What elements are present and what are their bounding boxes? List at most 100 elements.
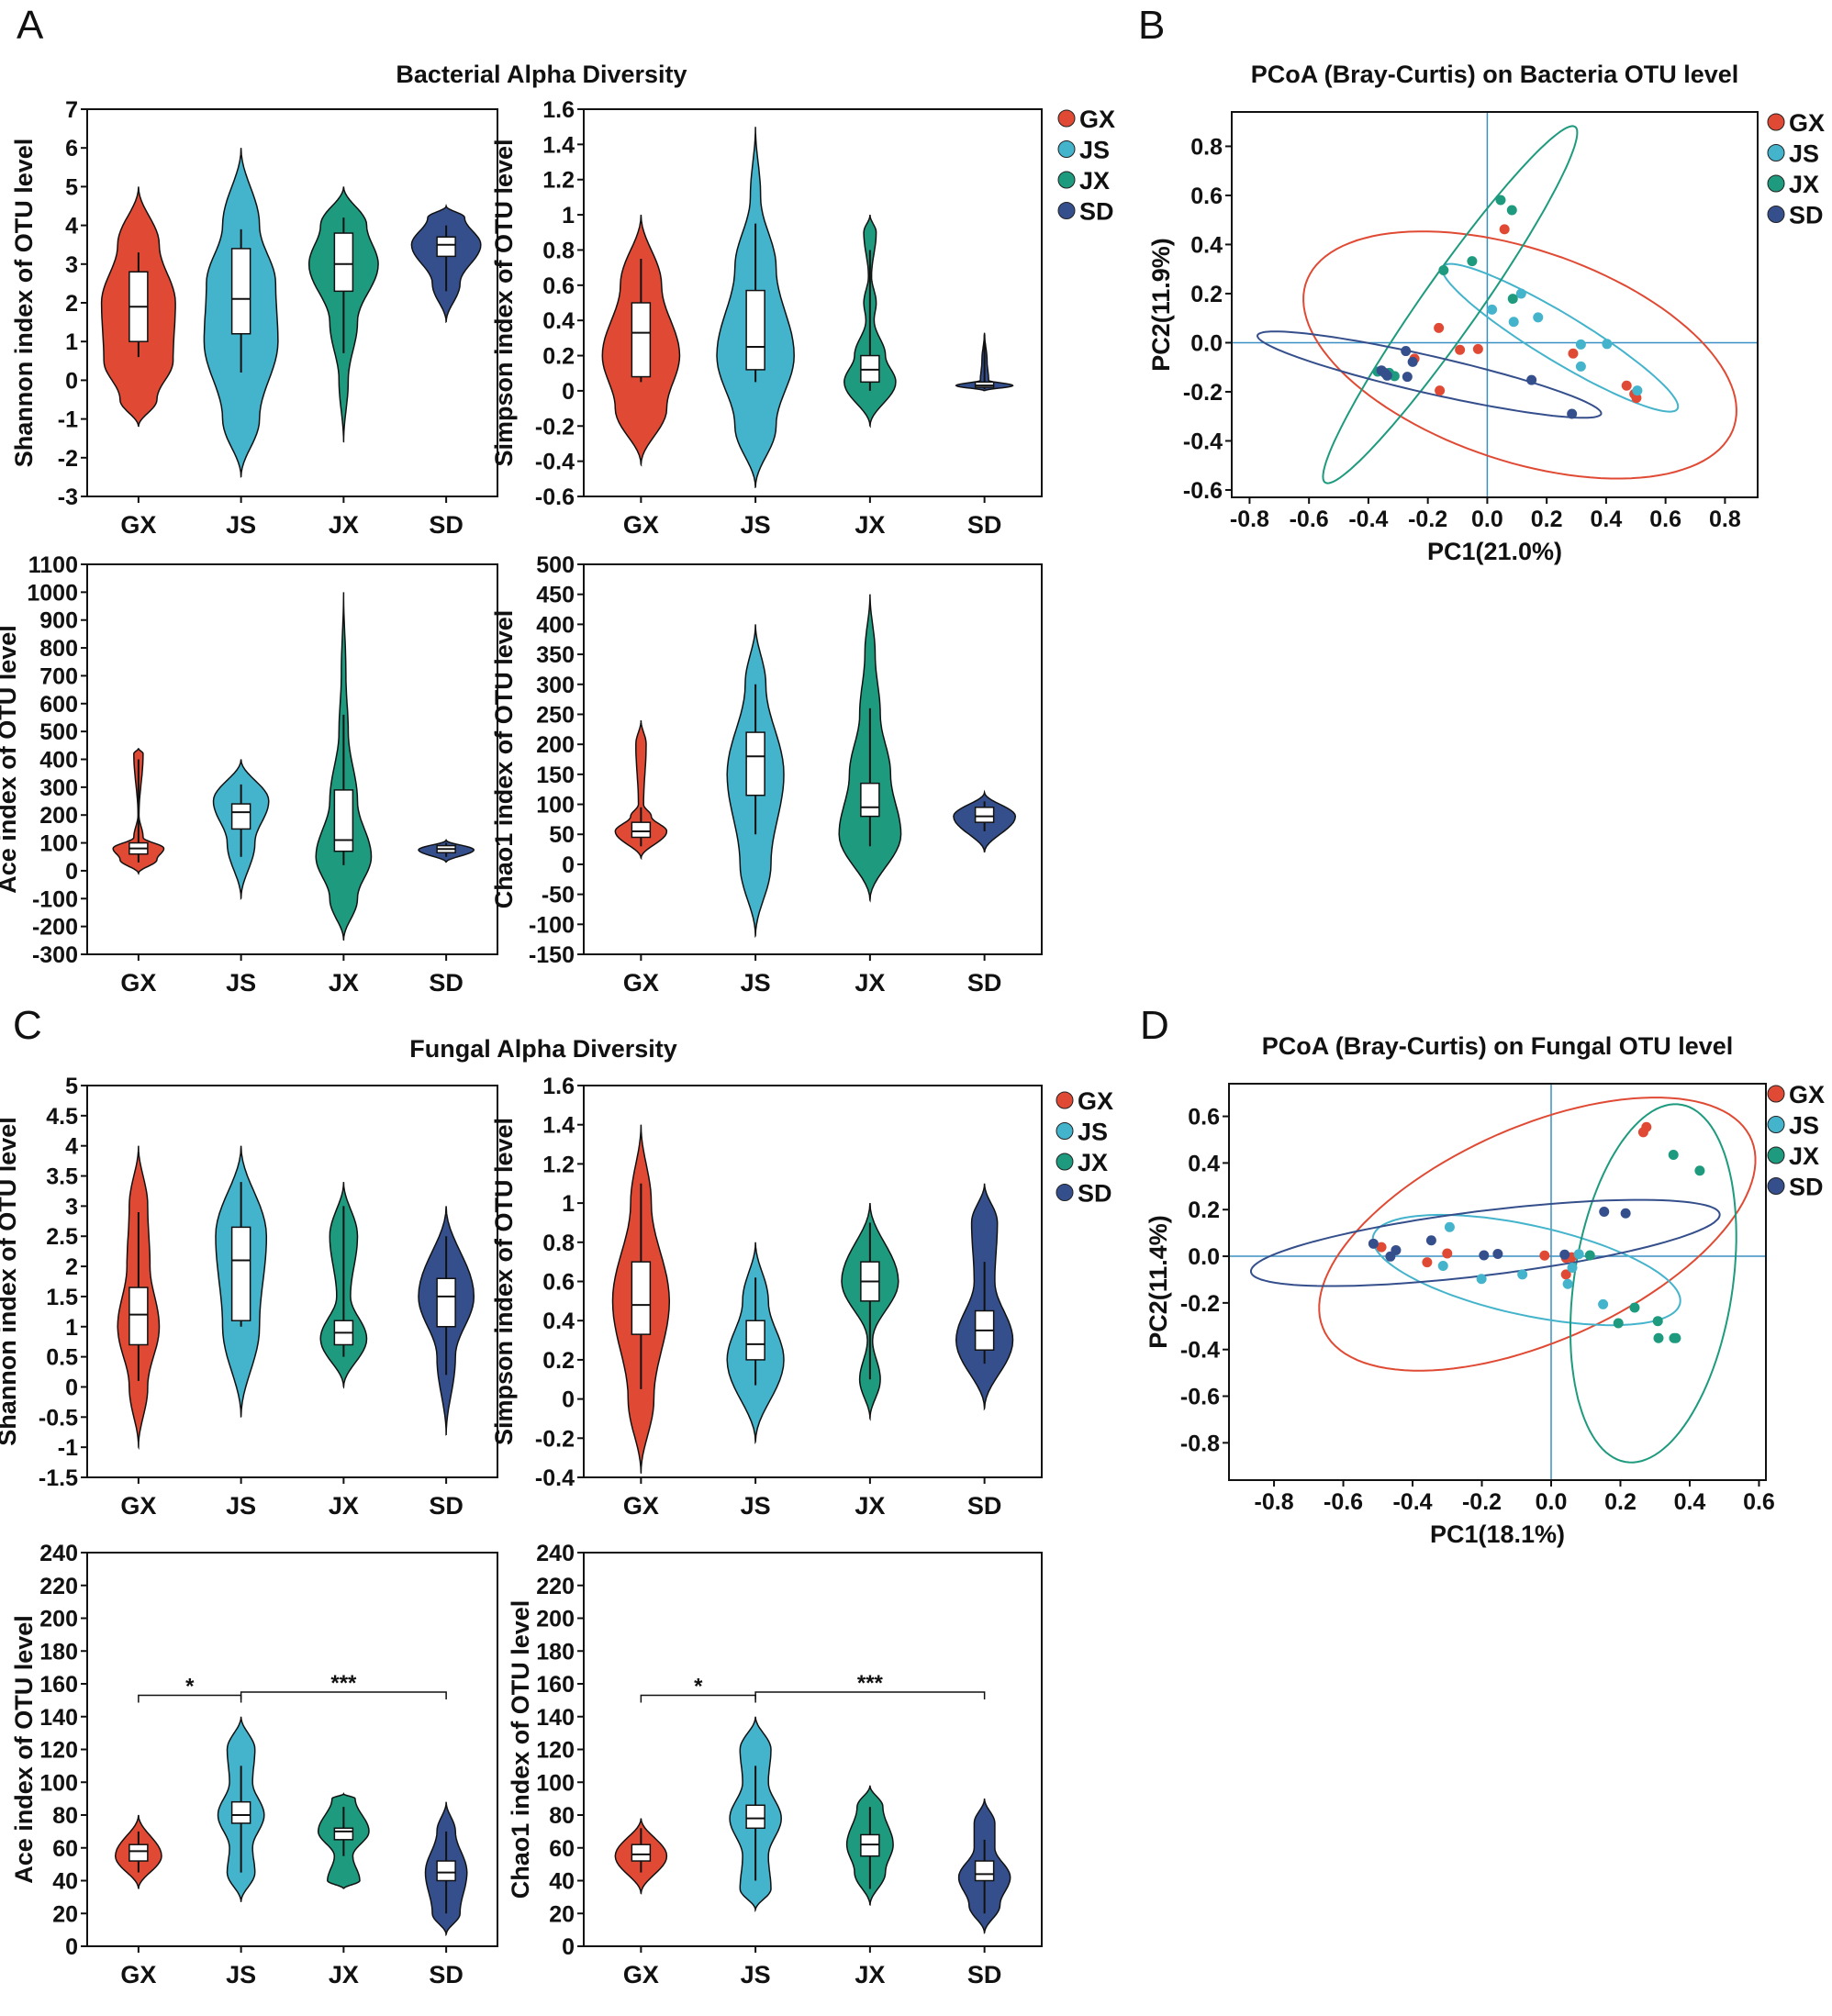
x-tick-label: -0.2 (1408, 507, 1447, 532)
y-tick-label: 0.2 (1190, 282, 1223, 307)
y-tick-label: 3 (65, 1194, 78, 1220)
pcoa-chart-b: PCoA (Bray-Curtis) on Bacteria OTU level… (1147, 61, 1759, 565)
y-tick-label: -0.2 (1183, 380, 1223, 406)
legend-dot-gx (1057, 109, 1076, 128)
y-tick-label: 0 (65, 1375, 78, 1400)
y-tick-label: -100 (529, 912, 575, 938)
category-label: JX (329, 1492, 359, 1520)
x-tick-label: -0.6 (1290, 507, 1329, 532)
violin-chart-a1: GX JS JX SD -3 -2 -1 0 1 2 3 4 5 6 7 Shannon index of O… (10, 97, 498, 539)
confidence-ellipse-gx (1302, 230, 1737, 480)
plot-frame (583, 108, 1043, 497)
data-point-jx (1670, 1332, 1681, 1343)
legend-bacterial-alpha: GX JS JX SD (1057, 106, 1115, 226)
category-label: JS (226, 1961, 256, 1988)
y-tick-label: -0.4 (535, 450, 575, 475)
box-sd (436, 1860, 456, 1882)
data-point-gx (1422, 1257, 1433, 1268)
y-tick-label: 200 (39, 803, 78, 829)
legend-label-gx: GX (1078, 1087, 1113, 1115)
legend-pcoa-bacteria: GX JS JX SD (1767, 109, 1825, 229)
y-tick-label: 150 (536, 763, 575, 788)
y-tick-label: 160 (536, 1672, 575, 1698)
data-point-gx (1621, 380, 1632, 391)
data-point-js (1487, 304, 1498, 315)
y-tick-label: 600 (39, 692, 78, 718)
box-gx (128, 1843, 149, 1862)
legend-dot-jx (1056, 1153, 1074, 1171)
y-tick-label: 0.2 (542, 344, 575, 370)
category-label: GX (120, 1492, 156, 1520)
confidence-ellipse-sd (1249, 1198, 1721, 1287)
y-tick-label: 200 (536, 1607, 575, 1632)
data-point-jx (1467, 256, 1478, 267)
data-point-gx (1455, 344, 1466, 355)
box-js (230, 248, 251, 335)
y-tick-label: 0 (562, 1387, 575, 1413)
significance-label: * (694, 1675, 703, 1699)
category-label: JX (855, 1961, 885, 1988)
significance-bracket (754, 1691, 986, 1699)
y-tick-label: 1 (65, 329, 78, 355)
y-tick-label: -0.2 (535, 414, 575, 440)
y-tick-label: 200 (536, 732, 575, 758)
legend-dot-gx (1767, 1085, 1785, 1103)
x-tick-label: 0.6 (1649, 507, 1681, 532)
legend-dot-js (1767, 144, 1785, 162)
data-point-js (1476, 1274, 1487, 1285)
data-point-jx (1438, 265, 1449, 276)
panel-letter-c: C (13, 1003, 42, 1048)
y-axis-label: PC2(11.9%) (1147, 238, 1175, 372)
y-tick-label: 700 (39, 663, 78, 689)
confidence-ellipse-jx (1322, 125, 1579, 485)
category-label: JX (329, 511, 359, 539)
x-tick-label: -0.2 (1462, 1489, 1502, 1515)
y-tick-label: 100 (39, 1770, 78, 1796)
data-point-js (1632, 385, 1643, 396)
y-tick-label: 100 (536, 1770, 575, 1796)
data-point-js (1533, 312, 1544, 323)
category-label: JS (226, 969, 256, 997)
y-axis-label: Simpson index of OTU level (490, 1118, 518, 1445)
pcoa-title: PCoA (Bray-Curtis) on Fungal OTU level (1262, 1032, 1734, 1060)
y-tick-label: -0.4 (1183, 429, 1223, 454)
pcoa-title: PCoA (Bray-Curtis) on Bacteria OTU level (1251, 61, 1739, 88)
category-label: JS (226, 511, 256, 539)
category-label: GX (120, 1961, 156, 1988)
category-label: GX (623, 1492, 659, 1520)
y-tick-label: 220 (39, 1574, 78, 1599)
confidence-ellipse-jx (1569, 1103, 1737, 1464)
y-tick-label: 500 (39, 719, 78, 745)
box-js (745, 1804, 765, 1830)
y-tick-label: -1.5 (39, 1465, 78, 1491)
legend-label-sd: SD (1789, 202, 1824, 229)
y-tick-label: 0 (562, 852, 575, 878)
category-label: JX (329, 969, 359, 997)
data-point-js (1567, 1262, 1578, 1273)
box-gx (128, 1286, 149, 1346)
data-point-jx (1653, 1332, 1664, 1343)
legend-label-sd: SD (1079, 198, 1114, 226)
data-point-js (1575, 339, 1586, 350)
data-point-js (1575, 361, 1586, 372)
y-tick-label: -1 (58, 1435, 78, 1461)
plot-frame (1231, 111, 1759, 498)
data-point-sd (1425, 1235, 1436, 1246)
y-tick-label: 0.0 (1188, 1244, 1220, 1270)
category-label: SD (967, 1492, 1002, 1520)
y-tick-label: 1000 (27, 580, 78, 606)
y-tick-label: 0.4 (542, 308, 575, 334)
legend-dot-js (1056, 1122, 1074, 1140)
y-tick-label: 900 (39, 608, 78, 634)
legend-dot-gx (1056, 1091, 1074, 1109)
y-tick-label: 160 (39, 1672, 78, 1698)
y-tick-label: 120 (39, 1738, 78, 1764)
legend-label-gx: GX (1789, 1081, 1825, 1108)
y-tick-label: 2 (65, 291, 78, 317)
y-tick-label: -0.6 (1183, 478, 1223, 504)
y-tick-label: 450 (536, 583, 575, 608)
y-tick-label: 40 (52, 1869, 78, 1895)
x-tick-label: 0.4 (1674, 1489, 1706, 1515)
y-tick-label: 0.6 (542, 1270, 575, 1296)
y-tick-label: -300 (32, 942, 78, 968)
